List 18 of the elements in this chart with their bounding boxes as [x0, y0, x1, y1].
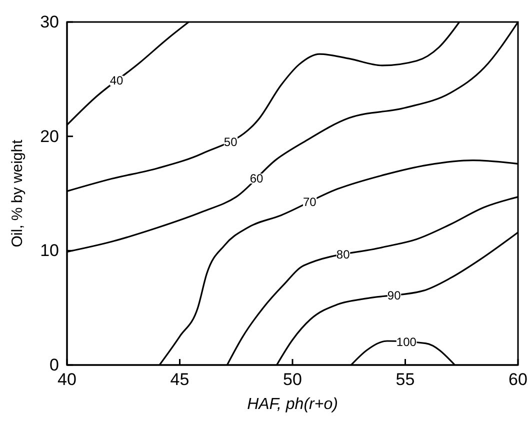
series-label: 50	[224, 134, 238, 149]
x-tick-label: 40	[58, 370, 76, 390]
x-tick-label: 50	[283, 370, 302, 390]
x-tick-label: 45	[170, 370, 190, 390]
y-tick-label: 10	[40, 241, 59, 260]
y-tick-label: 0	[50, 355, 59, 374]
series-label: 80	[336, 247, 350, 262]
y-tick-label: 30	[40, 12, 59, 32]
x-axis-title: HAF, ph(r+o)	[247, 396, 338, 413]
series-label: 70	[302, 194, 317, 209]
y-axis-title: Oil, % by weight	[9, 138, 26, 248]
series-label: 60	[250, 172, 264, 186]
series-label: 100	[396, 334, 417, 349]
x-tick-label: 55	[396, 370, 415, 390]
x-tick-label: 60	[508, 370, 528, 390]
y-tick-label: 20	[40, 126, 59, 146]
series-label: 90	[387, 288, 402, 302]
series-label: 40	[110, 74, 124, 88]
